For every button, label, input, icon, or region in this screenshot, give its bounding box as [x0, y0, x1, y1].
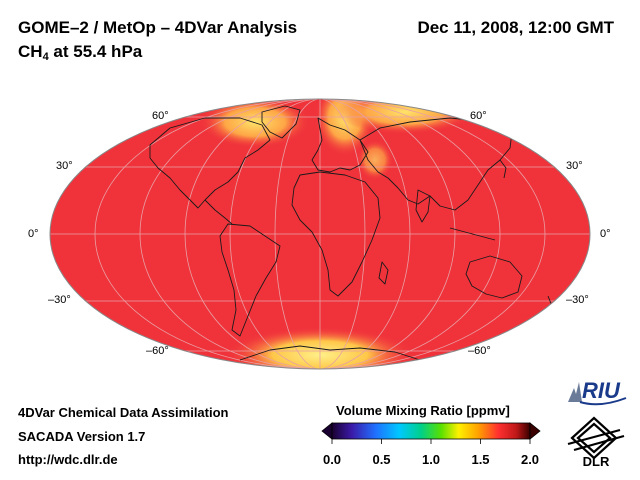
- colorbar-gradient: [331, 422, 531, 440]
- footer-line-version: SACADA Version 1.7: [18, 429, 146, 444]
- coast-africa: [291, 171, 381, 297]
- colorbar-ticks: [331, 439, 531, 444]
- coast-europe: [311, 117, 369, 173]
- lat-label-60n-right: 60°: [470, 110, 487, 122]
- arctic-patch-west: [200, 99, 310, 148]
- dlr-logo: DLR: [567, 416, 625, 469]
- coast-japan: [499, 159, 507, 179]
- lat-label-eq-left: 0°: [28, 228, 39, 240]
- coast-north-america: [149, 117, 271, 209]
- colorbar-tick-label: 0.0: [322, 452, 342, 467]
- analysis-date: Dec 11, 2008, 12:00 GMT: [417, 18, 614, 37]
- coast-south-america: [219, 223, 281, 337]
- colorbar-tick-label: 0.5: [372, 452, 391, 467]
- map-outline: [49, 98, 591, 370]
- colorbar-tick-label: 1.0: [421, 452, 441, 467]
- colorbar-under-arrow: [321, 422, 333, 440]
- colorbar-tick-label: 2.0: [520, 452, 540, 467]
- coast-greenland: [261, 105, 301, 139]
- species-formula: CH: [18, 42, 43, 61]
- coast-antarctica: [239, 345, 421, 361]
- lat-label-60s-right: –60°: [468, 345, 491, 357]
- dlr-logo-text: DLR: [583, 454, 610, 469]
- coast-india: [415, 189, 431, 223]
- riu-logo-text: RIU: [582, 378, 621, 403]
- footer-line-assimilation: 4DVar Chemical Data Assimilation: [18, 405, 229, 420]
- dlr-emblem-icon: [567, 416, 625, 460]
- lat-label-60s-left: –60°: [146, 345, 169, 357]
- colorbar-tick-label: 1.5: [471, 452, 490, 467]
- species-subscript: 4: [42, 51, 49, 63]
- colorbar-title: Volume Mixing Ratio [ppmv]: [336, 403, 510, 418]
- lat-label-eq-right: 0°: [600, 228, 611, 240]
- coast-madagascar: [378, 261, 389, 285]
- coast-central-america: [204, 199, 233, 225]
- species-label: CH4 at 55.4 hPa: [18, 42, 142, 63]
- coast-indonesia: [449, 227, 496, 241]
- footer-link-url[interactable]: http://wdc.dlr.de: [18, 452, 118, 467]
- lat-label-30n-right: 30°: [566, 160, 583, 172]
- lat-label-30s-left: –30°: [48, 294, 71, 306]
- colorbar: [321, 422, 541, 444]
- riu-logo: RIU: [568, 378, 627, 406]
- colorbar-over-arrow: [529, 422, 541, 440]
- lat-label-30s-right: –30°: [566, 294, 589, 306]
- species-pressure: at 55.4 hPa: [48, 42, 143, 61]
- map-title: GOME–2 / MetOp – 4DVar Analysis: [18, 18, 298, 37]
- lat-label-60n-left: 60°: [152, 110, 169, 122]
- lat-label-30n-left: 30°: [56, 160, 73, 172]
- coast-australia: [465, 255, 523, 299]
- riu-mountain-icon: [568, 382, 582, 402]
- arctic-patch-east: [335, 99, 475, 134]
- midlat-patch: [357, 140, 393, 180]
